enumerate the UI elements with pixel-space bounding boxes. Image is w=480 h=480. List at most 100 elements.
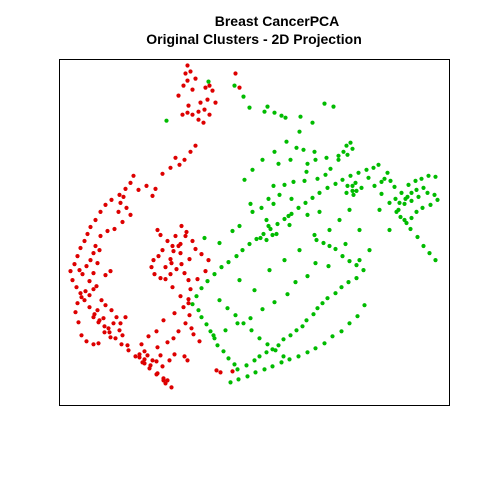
scatter-point	[151, 258, 156, 263]
scatter-point	[237, 85, 242, 90]
scatter-point	[350, 146, 355, 151]
scatter-point	[158, 353, 163, 358]
scatter-point	[366, 175, 371, 180]
scatter-point	[94, 284, 99, 289]
chart-title: Breast CancerPCA	[215, 13, 340, 29]
scatter-point	[82, 298, 87, 303]
scatter-point	[279, 113, 284, 118]
scatter-point	[372, 183, 377, 188]
scatter-point	[109, 197, 114, 202]
scatter-point	[286, 213, 291, 219]
scatter-point	[123, 315, 128, 320]
scatter-point	[186, 297, 191, 302]
scatter-point	[174, 267, 179, 272]
scatter-point	[345, 183, 350, 188]
scatter-point	[117, 192, 122, 197]
scatter-point	[387, 227, 392, 233]
scatter-point	[237, 223, 242, 229]
scatter-point	[217, 298, 222, 303]
scatter-point	[273, 348, 278, 353]
scatter-point	[321, 240, 326, 246]
scatter-point	[388, 178, 393, 183]
scatter-point	[245, 374, 250, 379]
scatter-point	[257, 336, 262, 341]
scatter-point	[188, 69, 193, 74]
scatter-point	[387, 200, 392, 205]
scatter-point	[283, 115, 288, 120]
scatter-point	[164, 118, 169, 123]
scatter-point	[315, 306, 320, 311]
scatter-point	[361, 268, 366, 273]
scatter-point	[305, 274, 310, 279]
scatter-point	[187, 257, 192, 262]
scatter-point	[124, 205, 129, 210]
scatter-point	[371, 165, 376, 170]
scatter-point	[163, 381, 168, 386]
scatter-point	[171, 249, 176, 254]
scatter-point	[183, 71, 188, 76]
scatter-point	[253, 370, 258, 375]
scatter-point	[404, 220, 409, 226]
scatter-point	[194, 294, 199, 299]
scatter-point	[92, 312, 97, 317]
scatter-point	[182, 271, 187, 276]
scatter-point	[356, 170, 361, 175]
scatter-point	[150, 358, 155, 363]
scatter-point	[214, 368, 219, 373]
scatter-point	[107, 330, 112, 335]
scatter-point	[88, 258, 93, 263]
scatter-point	[212, 272, 217, 277]
scatter-point	[201, 120, 206, 125]
scatter-point	[93, 243, 98, 249]
scatter-point	[394, 209, 399, 214]
scatter-point	[357, 258, 362, 263]
scatter-point	[357, 227, 362, 233]
scatter-point	[105, 228, 110, 234]
scatter-point	[347, 259, 352, 264]
scatter-point	[264, 217, 269, 223]
scatter-point	[348, 173, 353, 178]
scatter-point	[298, 114, 303, 119]
scatter-point	[252, 288, 257, 293]
scatter-point	[91, 342, 96, 347]
scatter-point	[258, 235, 263, 241]
scatter-point	[247, 241, 252, 247]
scatter-point	[254, 236, 259, 242]
scatter-point	[208, 329, 213, 334]
scatter-point	[169, 385, 174, 390]
scatter-point	[312, 232, 317, 238]
scatter-point	[265, 104, 270, 109]
scatter-point	[168, 165, 173, 170]
scatter-point	[337, 217, 342, 223]
scatter-point	[421, 243, 426, 249]
scatter-point	[128, 180, 133, 185]
scatter-point	[242, 177, 247, 182]
scatter-point	[185, 78, 190, 83]
scatter-point	[344, 190, 349, 195]
scatter-point	[382, 176, 387, 181]
scatter-point	[247, 105, 252, 110]
scatter-point	[205, 279, 210, 284]
scatter-point	[91, 251, 96, 256]
scatter-point	[199, 252, 204, 257]
scatter-point	[236, 377, 241, 382]
scatter-point	[106, 326, 111, 331]
scatter-point	[117, 328, 122, 333]
scatter-point	[83, 289, 88, 294]
scatter-point	[350, 188, 355, 193]
scatter-point	[345, 152, 350, 157]
scatter-point	[182, 354, 187, 359]
scatter-point	[219, 265, 224, 270]
scatter-point	[103, 303, 108, 308]
scatter-point	[311, 312, 316, 317]
scatter-point	[281, 354, 286, 359]
scatter-point	[68, 269, 73, 274]
scatter-point	[183, 233, 188, 239]
scatter-point	[156, 254, 161, 259]
scatter-point	[179, 262, 184, 267]
scatter-point	[185, 63, 190, 68]
scatter-point	[257, 354, 262, 359]
scatter-point	[432, 192, 437, 197]
scatter-point	[291, 179, 296, 184]
